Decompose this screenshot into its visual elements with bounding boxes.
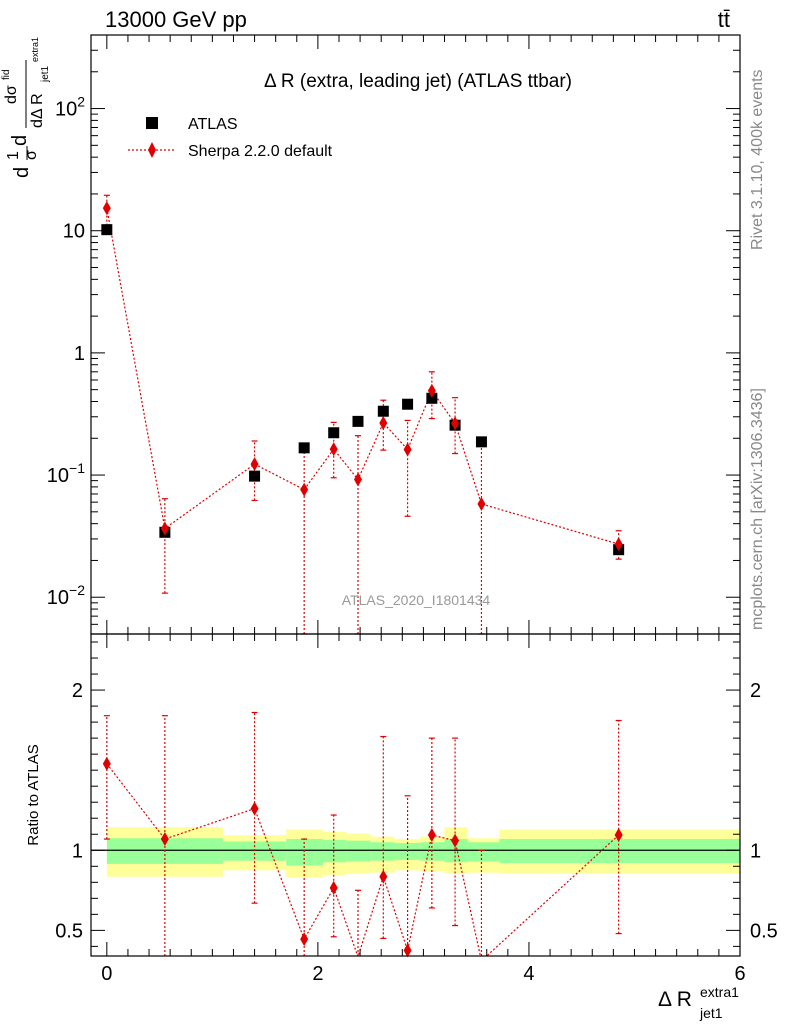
ratio-ytick-label-right: 0.5	[750, 920, 778, 942]
sherpa-point	[102, 201, 111, 216]
atlas-point	[377, 405, 389, 417]
xlabel-sub: jet1	[699, 1005, 723, 1021]
ylabel-part-d: d	[11, 167, 33, 178]
mcplots-label: mcplots.cern.ch [arXiv:1306.3436]	[749, 388, 766, 630]
legend-marker-sherpa	[148, 142, 156, 158]
main-series-layer	[101, 194, 625, 635]
sherpa-point	[614, 537, 623, 552]
ratio-ytick-label-left: 1	[72, 840, 83, 862]
atlas-point	[298, 442, 310, 454]
ratio-axes: 0.5 0.5 1 1 2 2 0 2 4 6	[55, 633, 778, 985]
chart-title: Δ R (extra, leading jet) (ATLAS ttbar)	[264, 71, 572, 92]
ratio-sherpa-point	[614, 828, 623, 843]
ylabel-part-fid: fid	[1, 69, 12, 80]
ratio-sherpa-point	[329, 880, 338, 895]
main-ytick-label: 1	[74, 343, 85, 365]
ylabel-part-ddr: dΔ R	[29, 93, 46, 128]
process-label: tt̄	[718, 7, 730, 32]
ratio-bands	[91, 827, 740, 878]
main-ytick-label: 10	[63, 221, 85, 243]
atlas-point	[402, 398, 414, 410]
sherpa-point	[160, 521, 169, 536]
ratio-ytick-label-left: 0.5	[55, 920, 83, 942]
ratio-frame	[90, 633, 741, 957]
xtick-label: 4	[523, 963, 534, 985]
ratio-ylabel: Ratio to ATLAS	[25, 744, 42, 845]
ratio-sherpa-point	[451, 833, 460, 848]
collision-label: 13000 GeV pp	[105, 7, 247, 32]
ratio-sherpa-point	[250, 801, 259, 816]
legend-marker-atlas	[146, 117, 158, 129]
sherpa-line	[106, 208, 619, 545]
main-ytick-label: 10−1	[47, 460, 85, 487]
ylabel-part-one: 1	[5, 151, 22, 160]
ratio-ytick-label-right: 2	[750, 680, 761, 702]
legend: ATLAS Sherpa 2.2.0 default	[128, 116, 333, 160]
ratio-ytick-label-left: 2	[72, 680, 83, 702]
ratio-sherpa-point	[160, 832, 169, 847]
sherpa-point	[353, 472, 362, 487]
sherpa-point	[403, 442, 412, 457]
sherpa-point	[477, 496, 486, 511]
atlas-point	[249, 470, 261, 482]
sherpa-point	[451, 416, 460, 431]
ratio-sherpa-point	[379, 869, 388, 884]
analysis-watermark: ATLAS_2020_I1801434	[342, 592, 491, 608]
ratio-sherpa-point	[427, 828, 436, 843]
xtick-label: 6	[734, 963, 745, 985]
main-ytick-label: 102	[55, 94, 85, 121]
ylabel-part-sigma: σ	[23, 150, 40, 160]
rivet-version-label: Rivet 3.1.10, 400k events	[749, 69, 766, 250]
xlabel-base: Δ R	[658, 988, 692, 1011]
xlabel: Δ R jet1 extra1	[658, 984, 739, 1021]
ylabel-part-jet1: jet1	[40, 65, 51, 83]
ratio-inner-band	[499, 839, 740, 864]
ratio-inner-band	[467, 842, 500, 862]
main-ylabel: d 1 σ d dσ fid dΔ R jet1 extra1	[1, 37, 51, 178]
ratio-inner-band	[323, 839, 347, 863]
xtick-label: 0	[101, 963, 112, 985]
main-ytick-label: 10−2	[47, 582, 85, 609]
xtick-label: 2	[312, 963, 323, 985]
ylabel-part-dsigma: dσ	[3, 85, 20, 104]
ratio-series-layer	[102, 711, 623, 958]
sherpa-point	[379, 415, 388, 430]
svg-text:d: d	[11, 167, 33, 178]
sherpa-point	[250, 457, 259, 472]
ratio-inner-band	[370, 842, 395, 861]
ylabel-part-extra1: extra1	[30, 37, 40, 62]
atlas-point	[426, 392, 438, 404]
sherpa-point	[427, 383, 436, 398]
atlas-point	[328, 427, 340, 439]
ratio-sherpa-point	[403, 943, 412, 958]
sherpa-point	[329, 442, 338, 457]
main-axes: 102 10 1 10−1 10−2	[47, 34, 741, 635]
sherpa-point	[300, 482, 309, 497]
ratio-sherpa-point	[300, 932, 309, 947]
atlas-point	[352, 415, 364, 427]
legend-label-atlas: ATLAS	[188, 116, 238, 133]
ratio-sherpa-line	[106, 763, 620, 956]
atlas-point	[101, 224, 113, 236]
legend-label-sherpa: Sherpa 2.2.0 default	[188, 143, 333, 160]
ratio-inner-band	[346, 840, 371, 862]
xlabel-sup: extra1	[700, 984, 739, 1000]
ratio-ytick-label-right: 1	[750, 840, 761, 862]
atlas-point	[475, 436, 487, 448]
ylabel-part-d2: d	[9, 135, 31, 146]
ratio-sherpa-point	[102, 756, 111, 771]
